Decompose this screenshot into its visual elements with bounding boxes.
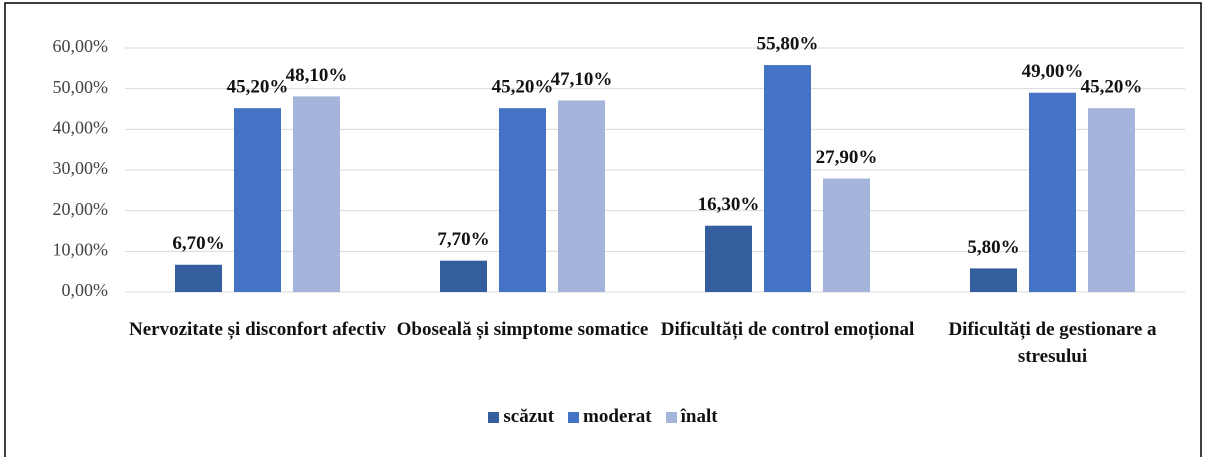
data-label: 47,10% <box>551 69 613 90</box>
bar <box>440 260 487 292</box>
legend: scăzut moderat înalt <box>0 406 1206 428</box>
x-tick-label: Oboseală și simptome somatice <box>396 319 649 340</box>
bar <box>823 178 870 292</box>
frame <box>4 2 1202 457</box>
legend-swatch <box>488 411 500 423</box>
data-label: 45,20% <box>227 77 289 98</box>
legend-item: scăzut <box>488 406 554 428</box>
data-label: 5,80% <box>967 237 1019 258</box>
data-label: 45,20% <box>492 77 554 98</box>
y-tick-label: 30,00% <box>53 158 109 178</box>
legend-item: înalt <box>665 406 718 428</box>
bar <box>970 268 1017 292</box>
data-label: 55,80% <box>757 33 819 54</box>
bar <box>234 108 281 292</box>
bar <box>764 65 811 292</box>
y-tick-label: 20,00% <box>53 199 109 219</box>
data-label: 6,70% <box>172 233 224 254</box>
legend-label: scăzut <box>503 406 555 427</box>
y-tick-label: 0,00% <box>62 280 109 300</box>
bar <box>293 96 340 292</box>
bar <box>558 100 605 293</box>
y-tick-label: 60,00% <box>53 36 109 56</box>
legend-swatch <box>665 411 677 423</box>
data-label: 27,90% <box>816 147 878 168</box>
y-tick-label: 50,00% <box>53 77 109 97</box>
y-tick-label: 10,00% <box>53 239 109 259</box>
data-label: 7,70% <box>437 229 489 250</box>
data-label: 48,10% <box>286 65 348 86</box>
x-tick-label: Dificultăți de control emoțional <box>660 319 915 340</box>
y-tick-label: 40,00% <box>53 117 109 137</box>
bar <box>705 225 752 292</box>
bar <box>499 108 546 292</box>
data-label: 45,20% <box>1081 77 1143 98</box>
x-tick-label: Dificultăți de gestionare a stresului <box>948 319 1157 367</box>
data-label: 49,00% <box>1022 61 1084 82</box>
legend-swatch <box>568 411 580 423</box>
x-tick-label: Nervozitate și disconfort afectiv <box>129 319 386 340</box>
legend-label: moderat <box>583 406 652 427</box>
data-label: 16,30% <box>698 194 760 215</box>
bar <box>1088 108 1135 292</box>
legend-label: înalt <box>680 406 718 427</box>
legend-item: moderat <box>568 406 652 428</box>
bar <box>175 264 222 292</box>
bar <box>1029 92 1076 292</box>
